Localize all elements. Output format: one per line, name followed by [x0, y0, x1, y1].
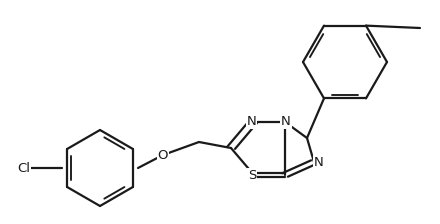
Text: S: S: [248, 169, 257, 182]
Text: O: O: [158, 149, 168, 162]
Text: Cl: Cl: [17, 162, 30, 174]
Text: N: N: [281, 115, 291, 128]
Text: N: N: [314, 155, 323, 168]
Text: N: N: [246, 115, 256, 128]
